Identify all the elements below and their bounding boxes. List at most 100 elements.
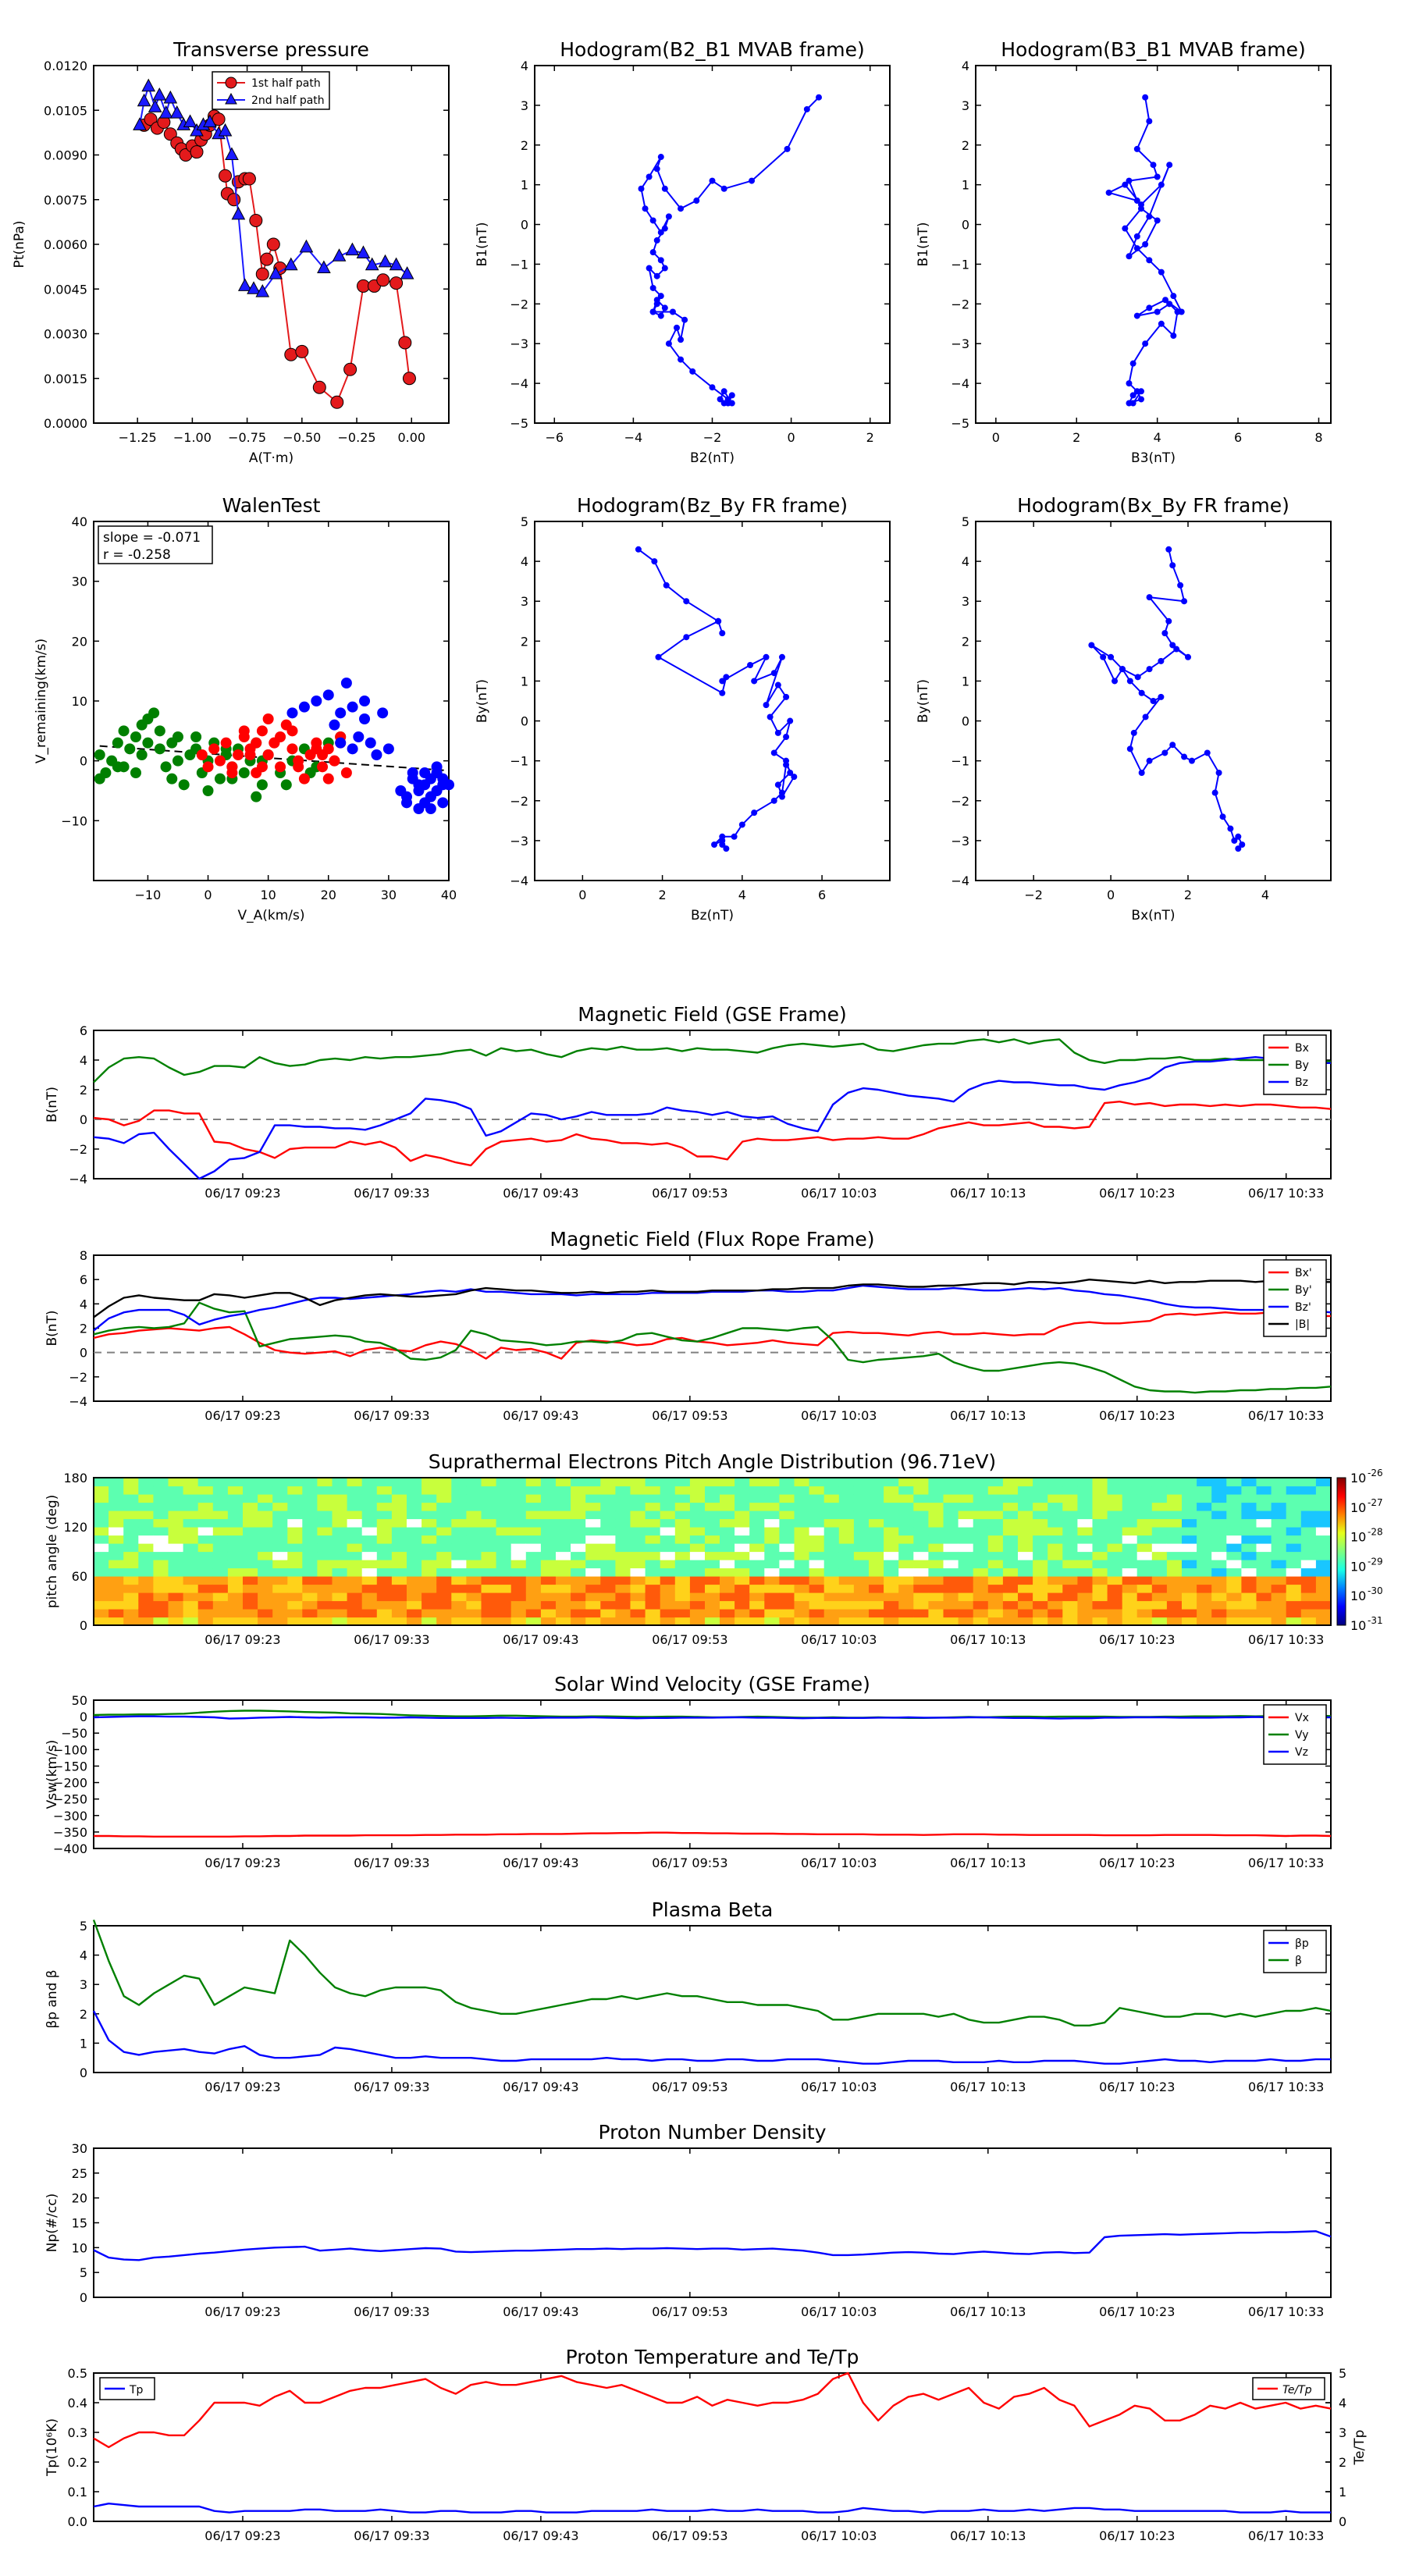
pad-cell	[660, 1518, 676, 1528]
pad-cell	[913, 1510, 929, 1520]
pad-cell	[1062, 1527, 1078, 1536]
pad-cell	[853, 1543, 870, 1553]
pad-cell	[168, 1609, 184, 1618]
pad-cell	[1107, 1609, 1123, 1618]
h2-point	[1122, 181, 1129, 188]
h2-point	[1146, 257, 1153, 264]
pad-cell	[1300, 1600, 1317, 1610]
pad-cell	[272, 1551, 288, 1560]
pad-cell	[1033, 1485, 1048, 1495]
pad-cell	[1122, 1560, 1138, 1569]
pad-cell	[913, 1560, 929, 1569]
pad-cell	[1166, 1502, 1183, 1511]
pad-cell	[809, 1485, 825, 1495]
np-ytick-label: 15	[72, 2216, 87, 2231]
pad-cell	[1300, 1478, 1317, 1487]
pad-cell	[1256, 1518, 1272, 1528]
pad-cell	[556, 1543, 571, 1553]
tp-marker-circle	[295, 344, 309, 358]
h4-point	[1150, 698, 1157, 704]
h2-point	[1126, 177, 1133, 184]
pad-cell	[869, 1502, 884, 1511]
pad-cell	[1136, 1551, 1153, 1560]
pad-cell	[361, 1502, 378, 1511]
pad-cell	[481, 1527, 497, 1536]
pad-cell	[1241, 1535, 1257, 1544]
pad-cell	[361, 1485, 378, 1495]
pad-cell	[660, 1551, 676, 1560]
pad-cell	[1315, 1543, 1332, 1553]
pad-cell	[407, 1576, 422, 1585]
pad-cell	[332, 1485, 348, 1495]
pad-cell	[764, 1535, 780, 1544]
np-xtick-label: 06/17 09:53	[652, 2304, 727, 2319]
walen-point	[256, 725, 268, 737]
pad-cell	[1062, 1502, 1078, 1511]
pad-cell	[496, 1502, 512, 1511]
np-xtick-label: 06/17 09:43	[503, 2304, 578, 2319]
pad-cell	[525, 1576, 542, 1585]
bfr-axes: Magnetic Field (Flux Rope Frame)06/17 09…	[44, 1228, 1332, 1423]
bgse-ytick-label: −2	[69, 1142, 87, 1157]
pad-cell	[525, 1535, 542, 1544]
pad-cell	[510, 1494, 527, 1503]
pad-cell	[1107, 1551, 1123, 1560]
pad-cell	[287, 1510, 303, 1520]
h1-point	[678, 336, 685, 343]
pad-cell	[958, 1510, 974, 1520]
pad-cell	[689, 1567, 706, 1577]
pad-cell	[1315, 1551, 1332, 1560]
walen-point	[340, 678, 352, 688]
pad-cell	[347, 1502, 363, 1511]
h4-ytick-label: −1	[951, 754, 969, 769]
pad-cell	[838, 1527, 855, 1536]
pad-cell	[540, 1600, 557, 1610]
h3-point	[763, 702, 770, 709]
pad-cell	[1033, 1600, 1048, 1610]
pad-cell	[958, 1551, 974, 1560]
pad-cell	[422, 1502, 437, 1511]
pad-cell	[481, 1551, 497, 1560]
pad-cell	[735, 1502, 750, 1511]
h1-ytick-label: 3	[521, 98, 528, 113]
pad-cell	[809, 1502, 825, 1511]
bfr-xtick-label: 06/17 10:23	[1099, 1408, 1175, 1423]
pad-cell	[1256, 1567, 1272, 1577]
pad-cell	[1256, 1609, 1272, 1618]
h1-ytick-label: −4	[510, 376, 528, 391]
pad-cell	[525, 1617, 542, 1626]
pad-cell	[1002, 1535, 1019, 1544]
pad-cell	[317, 1584, 333, 1593]
pad-cell	[407, 1478, 422, 1487]
pad-cell	[1033, 1535, 1048, 1544]
pad-cell	[1136, 1543, 1153, 1553]
h1-ytick-label: 0	[521, 218, 528, 233]
pad-cell	[973, 1617, 989, 1626]
tp2-ytick-label-right: 2	[1339, 2455, 1346, 2470]
h1-point	[681, 316, 688, 323]
pad-cell	[227, 1576, 244, 1585]
h3-point	[683, 598, 690, 605]
pad-cell	[958, 1535, 974, 1544]
pad-cell	[1211, 1535, 1227, 1544]
pad-cell	[361, 1600, 378, 1610]
pad-cell	[332, 1600, 348, 1610]
pad-cell	[615, 1510, 631, 1520]
walen-slope: slope = -0.071	[103, 530, 201, 546]
pad-cell	[123, 1560, 139, 1569]
np-ylabel: Np(#/cc)	[44, 2194, 60, 2252]
pad-cell	[764, 1600, 780, 1610]
pad-cell	[571, 1584, 586, 1593]
tp-marker-triangle	[237, 278, 252, 291]
pad-cell	[197, 1609, 214, 1618]
pad-cell	[466, 1567, 482, 1577]
vsw-ylabel: Vsw(km/s)	[44, 1740, 60, 1809]
pad-cell	[1048, 1535, 1063, 1544]
h1-xtick-label: 0	[788, 430, 795, 445]
pad-cell	[227, 1535, 244, 1544]
pad-cell	[153, 1494, 169, 1503]
pad-cell	[1018, 1617, 1033, 1626]
pad-cell	[853, 1518, 870, 1528]
pad-cell	[540, 1567, 557, 1577]
walen-r: r = -0.258	[103, 547, 171, 563]
